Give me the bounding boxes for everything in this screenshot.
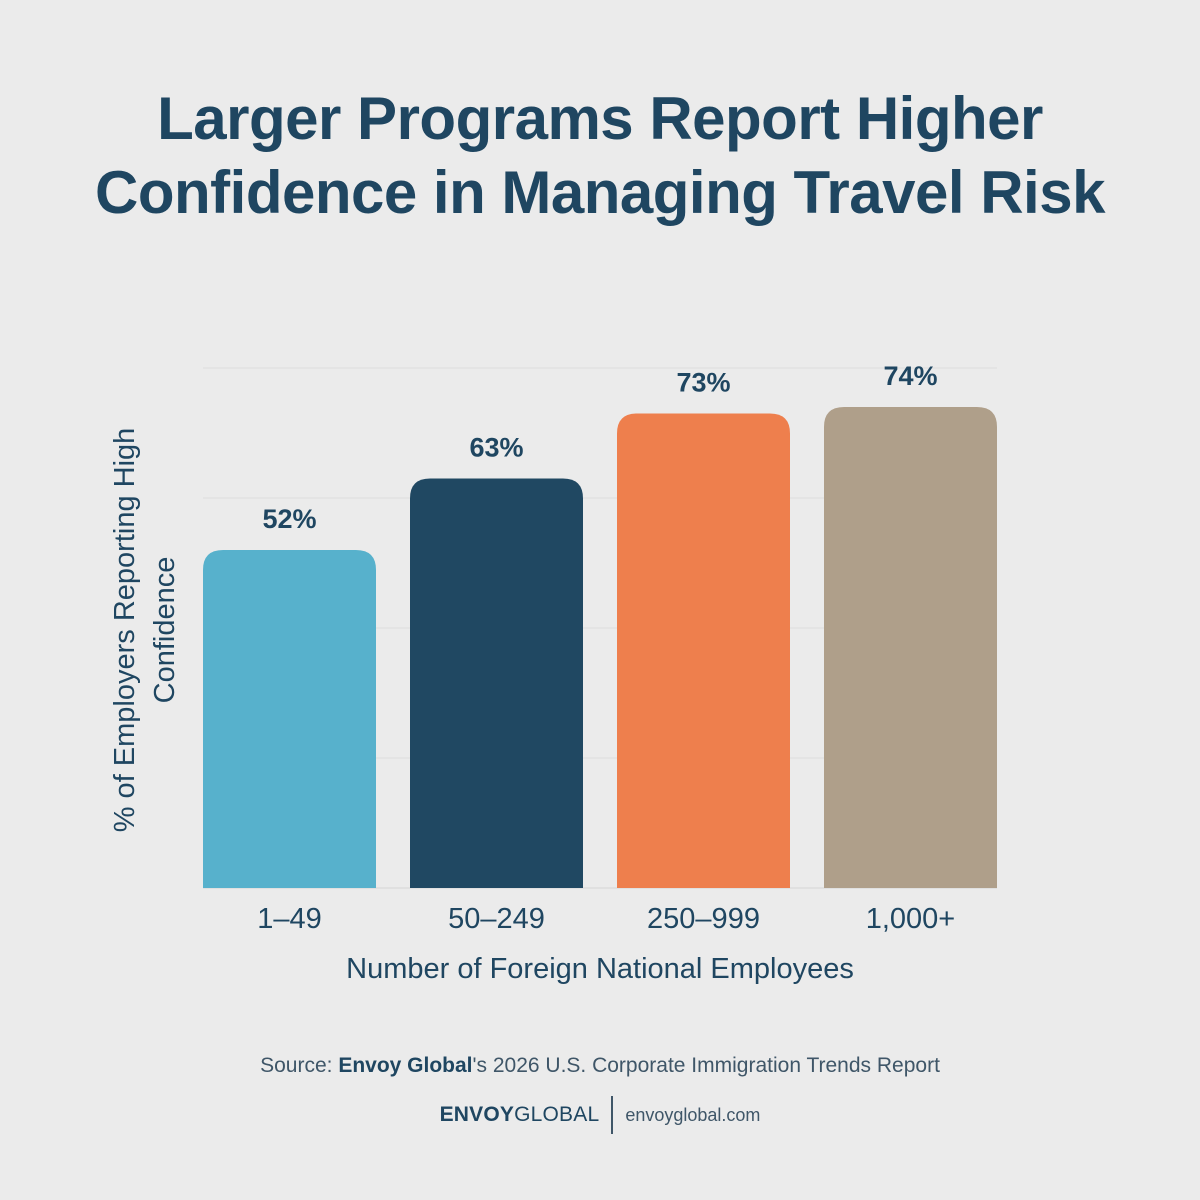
footer-url: envoyglobal.com xyxy=(625,1104,761,1125)
value-label-2: 63% xyxy=(469,433,523,463)
y-axis-label-line-2: Confidence xyxy=(149,557,181,704)
value-label-3: 73% xyxy=(676,368,730,398)
chart-title: Larger Programs Report Higher Confidence… xyxy=(0,82,1200,230)
source-prefix: Source: xyxy=(260,1054,339,1077)
chart-title-line-1: Larger Programs Report Higher xyxy=(157,85,1043,152)
logo-bold-text: ENVOY xyxy=(439,1103,515,1126)
category-label-1: 1–49 xyxy=(257,903,322,935)
bars xyxy=(203,407,997,888)
chart-title-line-2: Confidence in Managing Travel Risk xyxy=(95,159,1105,226)
y-axis-label: % of Employers Reporting High Confidence xyxy=(109,428,181,833)
category-label-2: 50–249 xyxy=(448,903,545,935)
bar-4 xyxy=(824,407,997,888)
bar-1 xyxy=(203,550,376,888)
category-labels: 1–49 50–249 250–999 1,000+ xyxy=(257,903,955,935)
logo-light-text: GLOBAL xyxy=(514,1103,600,1126)
source-suffix: 's 2026 U.S. Corporate Immigration Trend… xyxy=(472,1054,940,1077)
value-label-1: 52% xyxy=(262,504,316,534)
value-labels: 52% 63% 73% 74% xyxy=(262,361,937,534)
footer: ENVOYGLOBAL envoyglobal.com xyxy=(0,1096,1200,1134)
value-label-4: 74% xyxy=(883,361,937,391)
bar-chart: 52% 63% 73% 74% 1–49 50–249 250–999 1,000+ Num… xyxy=(109,361,997,985)
bar-3 xyxy=(617,413,790,888)
footer-divider xyxy=(611,1096,614,1134)
source-note: Source: Envoy Global's 2026 U.S. Corpora… xyxy=(0,1054,1200,1078)
envoy-global-logo: ENVOYGLOBAL xyxy=(440,1103,600,1127)
source-brand: Envoy Global xyxy=(338,1054,473,1077)
category-label-3: 250–999 xyxy=(647,903,760,935)
category-label-4: 1,000+ xyxy=(866,903,956,935)
bar-2 xyxy=(410,478,583,888)
x-axis-label: Number of Foreign National Employees xyxy=(346,953,854,985)
y-axis-label-line-1: % of Employers Reporting High xyxy=(109,428,141,833)
